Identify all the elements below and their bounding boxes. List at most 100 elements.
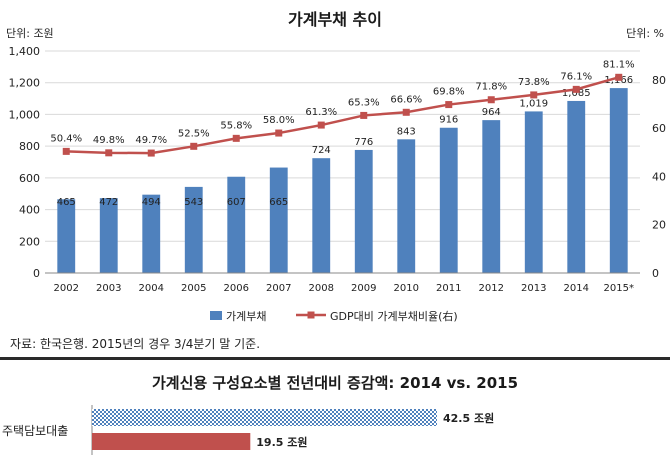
- ratio-value-label: 55.8%: [220, 120, 252, 131]
- bar: [312, 158, 331, 273]
- bar-value-label: 472: [99, 197, 118, 208]
- bar: [482, 120, 501, 273]
- bar: [269, 167, 288, 273]
- chart2-title: 가계신용 구성요소별 전년대비 증감액: 2014 vs. 2015: [151, 374, 519, 392]
- left-axis-unit: 단위: 조원: [6, 27, 54, 40]
- line-series: 50.4% 49.8% 49.7% 52.5% 55.8% 58.0% 61.3% 65.3%…: [50, 59, 635, 157]
- hbar-value-label: 19.5 조원: [256, 435, 307, 449]
- ratio-point: [615, 73, 623, 81]
- ratio-point: [275, 129, 283, 137]
- bar: [142, 194, 161, 273]
- ratio-point: [445, 101, 453, 109]
- ratio-point: [105, 149, 113, 157]
- bar-value-label: 665: [269, 197, 288, 208]
- bar-value-label: 1,085: [562, 88, 591, 99]
- x-tick-label: 2006: [224, 283, 249, 294]
- right-tick-label: 40: [652, 170, 666, 183]
- ratio-point: [402, 108, 410, 116]
- bar: [609, 88, 628, 273]
- credit-change-chart: 주택담보대출 42.5 조원 19.5 조원: [2, 405, 494, 455]
- ratio-value-label: 61.3%: [305, 107, 337, 118]
- ratio-value-label: 81.1%: [603, 59, 635, 70]
- legend: 가계부채 GDP대비 가계부채비율(右): [210, 309, 458, 323]
- bar: [397, 139, 416, 273]
- bar: [99, 198, 118, 273]
- household-debt-chart: 단위: 조원 단위: % 465 472 494 543 607 665 724 776 843…: [6, 27, 667, 323]
- bar: [439, 127, 458, 274]
- x-tick-label: 2011: [436, 283, 461, 294]
- bar-value-label: 465: [57, 197, 76, 208]
- left-tick-label: 1,400: [9, 45, 41, 58]
- bar: [567, 100, 586, 273]
- bar-value-label: 724: [312, 145, 331, 156]
- legend-line-label: GDP대비 가계부채비율(右): [330, 309, 458, 323]
- ratio-point: [360, 111, 368, 119]
- right-tick-label: 20: [652, 219, 666, 232]
- bar: [184, 186, 203, 273]
- ratio-value-label: 76.1%: [560, 71, 592, 82]
- section-divider: [0, 357, 670, 360]
- right-tick-label: 60: [652, 122, 666, 135]
- left-tick-label: 400: [19, 204, 40, 217]
- bar-value-label: 964: [482, 107, 501, 118]
- ratio-value-label: 50.4%: [50, 133, 82, 144]
- left-tick-label: 0: [33, 267, 40, 280]
- bar-value-label: 543: [184, 197, 203, 208]
- ratio-value-label: 65.3%: [348, 97, 380, 108]
- ratio-point: [487, 96, 495, 104]
- ratio-value-label: 58.0%: [263, 115, 295, 126]
- x-tick-label: 2009: [351, 283, 376, 294]
- ratio-value-label: 66.6%: [390, 94, 422, 105]
- x-tick-label: 2012: [479, 283, 504, 294]
- bar-value-label: 916: [439, 115, 458, 126]
- ratio-value-label: 49.7%: [135, 135, 167, 146]
- bar: [354, 149, 373, 273]
- ratio-point: [190, 142, 198, 150]
- right-axis-unit: 단위: %: [626, 27, 664, 40]
- x-tick-label: 2010: [394, 283, 419, 294]
- x-tick-label: 2005: [181, 283, 206, 294]
- x-tick-label: 2004: [139, 283, 164, 294]
- right-tick-label: 80: [652, 74, 666, 87]
- ratio-point: [147, 149, 155, 157]
- ratio-value-label: 71.8%: [475, 82, 507, 93]
- hbar-2014: [92, 433, 251, 450]
- bar-value-label: 843: [397, 126, 416, 137]
- bar: [227, 176, 246, 273]
- legend-line-marker: [307, 311, 315, 319]
- hbar-2015: [92, 409, 437, 426]
- bar-value-label: 607: [227, 197, 246, 208]
- ratio-point: [530, 91, 538, 99]
- bar: [524, 111, 543, 273]
- legend-bar-swatch: [210, 311, 222, 320]
- x-tick-label: 2014: [564, 283, 589, 294]
- ratio-value-label: 52.5%: [178, 128, 210, 139]
- x-tick-label: 2007: [266, 283, 291, 294]
- ratio-value-label: 69.8%: [433, 87, 465, 98]
- left-tick-label: 800: [19, 140, 40, 153]
- gridlines: [45, 50, 640, 274]
- category-label: 주택담보대출: [2, 424, 68, 438]
- right-tick-label: 0: [652, 267, 659, 280]
- bar-value-label: 776: [354, 137, 373, 148]
- ratio-value-label: 49.8%: [93, 135, 125, 146]
- ratio-point: [232, 134, 240, 142]
- x-tick-label: 2002: [54, 283, 79, 294]
- x-tick-label: 2008: [309, 283, 334, 294]
- axes: 0 200 400 600 800 1,000 1,200 1,400 0 20 40 60 80 200…: [9, 45, 667, 294]
- left-tick-label: 600: [19, 172, 40, 185]
- ratio-point: [572, 85, 580, 93]
- left-tick-label: 200: [19, 235, 40, 248]
- ratio-point: [317, 121, 325, 129]
- ratio-point: [62, 147, 70, 155]
- x-tick-label: 2013: [521, 283, 546, 294]
- bar-value-label: 494: [142, 197, 161, 208]
- chart-title: 가계부채 추이: [288, 10, 382, 29]
- x-tick-label: 2003: [96, 283, 121, 294]
- ratio-value-label: 73.8%: [518, 77, 550, 88]
- x-tick-label: 2015*: [604, 283, 634, 294]
- left-tick-label: 1,000: [9, 108, 41, 121]
- bar: [57, 199, 76, 273]
- legend-bar-label: 가계부채: [226, 310, 266, 323]
- left-tick-label: 1,200: [9, 77, 41, 90]
